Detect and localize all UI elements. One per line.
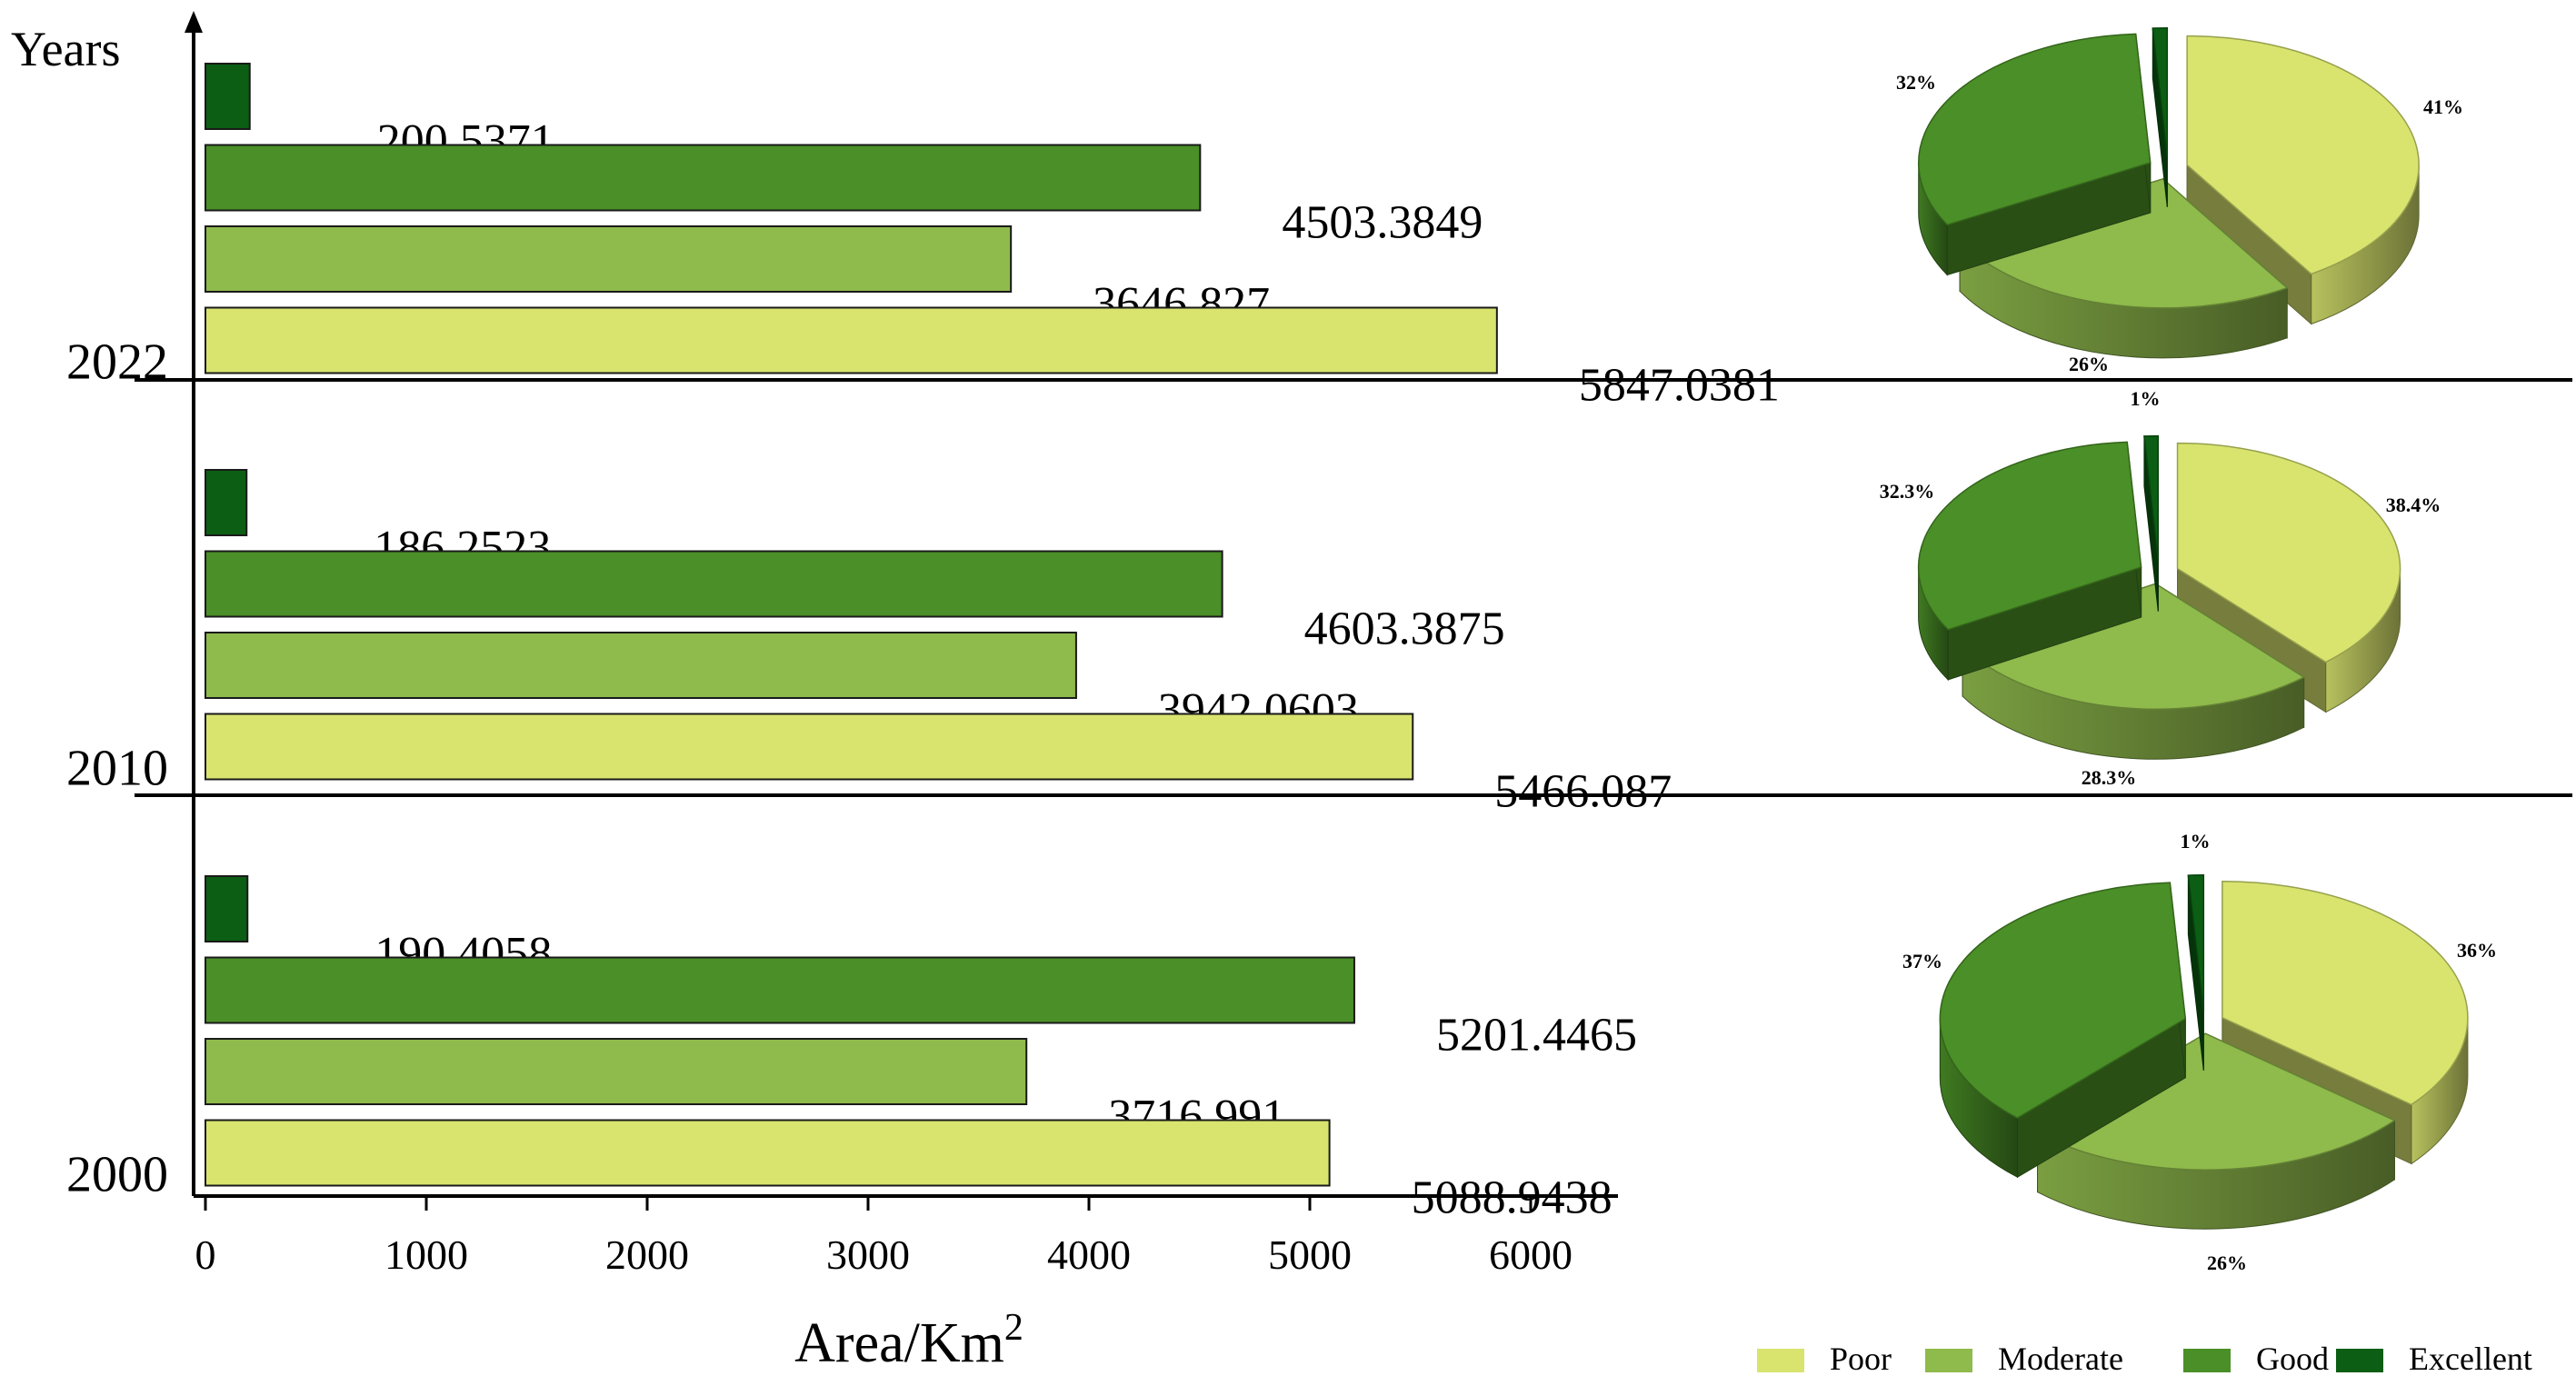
bar-value-label-poor: 5466.087 (1494, 766, 1672, 818)
pie-slice-top (2036, 1032, 2396, 1171)
bar-moderate (205, 632, 1077, 699)
bar-groups: 200.53714503.38493646.8275847.0381202218… (66, 63, 1780, 1224)
bar-good (205, 144, 1202, 212)
x-tick-label: 0 (195, 1231, 216, 1278)
pie-slice-top (2152, 27, 2169, 157)
pie-2010: 38.4% 28.3% 32.3% 1% (1880, 387, 2441, 789)
bar-poor (205, 306, 1498, 374)
bar-excellent (205, 875, 249, 942)
pie-slice-good (1939, 882, 2187, 1179)
pie-slice-top (2186, 35, 2420, 275)
bar-value-label-poor: 5088.9438 (1412, 1172, 1612, 1224)
pie-label-good: 37% (1902, 950, 1942, 972)
legend-label: Moderate (1998, 1341, 2123, 1377)
pie-slice-excellent (2143, 434, 2160, 612)
pie-2022: 41% 26% 32% (1896, 27, 2463, 375)
pie-slice-top (1917, 441, 2142, 631)
pie-slice-top (2176, 442, 2401, 663)
pie-slice-good (1917, 33, 2152, 276)
bar-value-label-poor: 5847.0381 (1579, 360, 1780, 412)
bar-value-label-good: 4503.3849 (1282, 197, 1483, 249)
legend-swatch (2336, 1349, 2383, 1372)
legend-swatch (1925, 1349, 1972, 1372)
pie-slice-top (1939, 882, 2187, 1120)
pie-slice-top (2222, 881, 2469, 1106)
legend-label: Good (2256, 1341, 2329, 1377)
pie-label-excellent: 1% (2181, 830, 2211, 853)
bar-moderate (205, 225, 1013, 293)
bar-value-label-good: 4603.3875 (1304, 603, 1505, 655)
legend-item-moderate: Moderate (1925, 1341, 2123, 1377)
legend-item-excellent: Excellent (2336, 1341, 2532, 1377)
axes: Years Area/Km2 (11, 11, 2572, 1374)
pie-label-moderate: 26% (2069, 353, 2109, 375)
y-axis-arrow (185, 11, 203, 33)
y-axis-title: Years (11, 22, 121, 76)
legend-label: Excellent (2409, 1341, 2532, 1377)
x-axis-title: Area/Km2 (794, 1307, 1023, 1374)
x-tick-label: 1000 (384, 1231, 468, 1278)
bar-value-label-good: 5201.4465 (1436, 1010, 1637, 1062)
legend-swatch (1757, 1349, 1804, 1372)
pie-label-excellent: 1% (2131, 387, 2161, 410)
x-tick-label: 3000 (826, 1231, 910, 1278)
bar-good (205, 550, 1223, 618)
pie-label-moderate: 28.3% (2082, 766, 2137, 789)
x-axis-title-superscript: 2 (1004, 1307, 1023, 1349)
legend-swatch (2183, 1349, 2231, 1372)
pie-2000: 36% 26% 37% 1% (1902, 830, 2497, 1274)
pie-slice-excellent (2187, 874, 2205, 1071)
bar-excellent (205, 63, 251, 130)
pie-slice-good (1917, 441, 2142, 682)
pie-slice-top (2143, 434, 2160, 562)
pie-slice-top (2187, 874, 2205, 1012)
x-tick-label: 4000 (1047, 1231, 1131, 1278)
legend-item-good: Good (2183, 1341, 2329, 1377)
pie-label-poor: 38.4% (2386, 494, 2441, 516)
x-axis-title-text: Area/Km (794, 1312, 1004, 1374)
year-label-2022: 2022 (66, 334, 168, 391)
legend-item-poor: Poor (1757, 1341, 1892, 1377)
bar-good (205, 956, 1355, 1024)
pie-label-good: 32.3% (1880, 480, 1935, 503)
legend-label: Poor (1830, 1341, 1892, 1377)
pie-label-poor: 36% (2457, 939, 2497, 962)
year-label-2000: 2000 (66, 1147, 168, 1203)
pie-slice-top (1917, 33, 2152, 226)
x-tick-label: 5000 (1268, 1231, 1352, 1278)
pie-slice-top (1961, 583, 2306, 710)
bar-excellent (205, 469, 248, 536)
pie-charts: 41% 26% 32% 38.4% 28.3% 32.3% 1% 36% 26% 37% 1% (1880, 27, 2497, 1274)
bar-poor (205, 1119, 1331, 1187)
year-label-2010: 2010 (66, 741, 168, 797)
pie-label-poor: 41% (2423, 95, 2463, 118)
x-axis-ticks: 0 1000 2000 3000 4000 5000 6000 (195, 1196, 1573, 1278)
pie-label-good: 32% (1896, 71, 1936, 94)
x-tick-label: 2000 (605, 1231, 689, 1278)
bar-moderate (205, 1038, 1028, 1105)
pie-label-moderate: 26% (2207, 1251, 2247, 1274)
legend: Poor Moderate Good Excellent (1757, 1341, 2532, 1377)
bar-poor (205, 713, 1414, 781)
pie-slice-excellent (2152, 27, 2169, 207)
x-tick-label: 6000 (1489, 1231, 1573, 1278)
